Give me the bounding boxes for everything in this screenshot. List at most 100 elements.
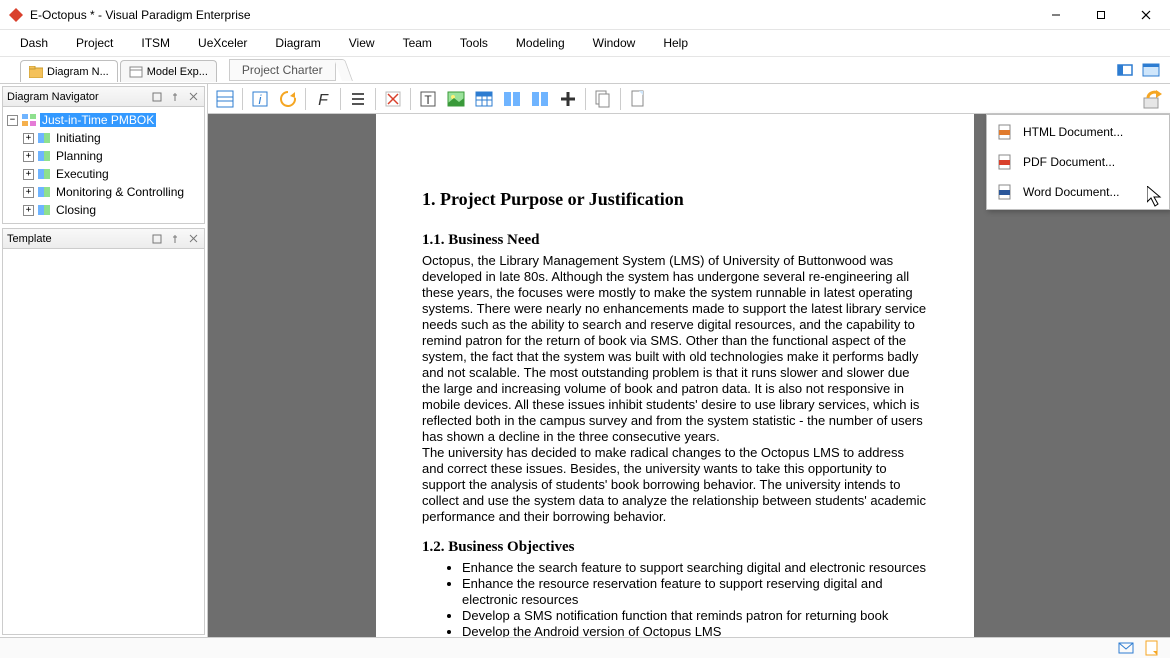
diagram-navigator-panel: Diagram Navigator − Just-in-Time PMBOK: [2, 86, 205, 224]
menu-diagram[interactable]: Diagram: [261, 32, 334, 54]
menu-project[interactable]: Project: [62, 32, 127, 54]
menubar: DashProjectITSMUeXcelerDiagramViewTeamTo…: [0, 30, 1170, 57]
panel-close-icon[interactable]: [186, 232, 200, 246]
doc-bullet-item: Develop a SMS notification function that…: [462, 608, 928, 624]
tree-expander-icon[interactable]: +: [23, 187, 34, 198]
panel-pin-icon[interactable]: [168, 90, 182, 104]
panel-tab-label: Model Exp...: [147, 66, 208, 78]
panel-tab-model-explorer[interactable]: Model Exp...: [120, 60, 217, 82]
menu-team[interactable]: Team: [389, 32, 446, 54]
panel-menu-icon[interactable]: [150, 232, 164, 246]
export-menu-item[interactable]: Word Document...: [989, 177, 1167, 207]
export-menu-popup: HTML Document... PDF Document... Word Docu…: [986, 114, 1170, 210]
doc-type-icon: [997, 154, 1013, 170]
doc-type-icon: [997, 124, 1013, 140]
tree-node-icon: [38, 169, 50, 179]
tree-node[interactable]: + Executing: [23, 165, 202, 183]
insert-row-button[interactable]: [555, 86, 581, 112]
tree-expander-icon[interactable]: −: [7, 115, 18, 126]
new-page-button[interactable]: [625, 86, 651, 112]
panel-pin-icon[interactable]: [168, 232, 182, 246]
export-menu-item[interactable]: HTML Document...: [989, 117, 1167, 147]
main-area: i F T HTML Document... PDF Document... Wor…: [208, 84, 1170, 637]
tree-node[interactable]: + Initiating: [23, 129, 202, 147]
clear-format-button[interactable]: [380, 86, 406, 112]
doc-paragraph: The university has decided to make radic…: [422, 445, 928, 525]
tree-root-node[interactable]: − Just-in-Time PMBOK: [7, 111, 202, 129]
table-button[interactable]: [471, 86, 497, 112]
tree-node-label: Planning: [54, 149, 105, 163]
menu-help[interactable]: Help: [649, 32, 702, 54]
left-sidebar: Diagram Navigator − Just-in-Time PMBOK: [0, 84, 208, 637]
diagram-tree: − Just-in-Time PMBOK + Initiating + Plannin…: [3, 107, 204, 223]
tree-expander-icon[interactable]: +: [23, 205, 34, 216]
tree-expander-icon[interactable]: +: [23, 169, 34, 180]
tree-node-label: Just-in-Time PMBOK: [40, 113, 156, 127]
tree-node-icon: [38, 205, 50, 215]
properties-button[interactable]: [212, 86, 238, 112]
merge-left-button[interactable]: [499, 86, 525, 112]
panel-menu-icon[interactable]: [150, 90, 164, 104]
merge-right-button[interactable]: [527, 86, 553, 112]
menu-view[interactable]: View: [335, 32, 389, 54]
titlebar: E-Octopus * - Visual Paradigm Enterprise: [0, 0, 1170, 30]
statusbar: [0, 637, 1170, 658]
svg-text:i: i: [259, 92, 263, 107]
breadcrumb-row: Diagram N... Model Exp... Project Charte…: [0, 57, 1170, 84]
app-icon: [8, 7, 24, 23]
panel-tab-diagram-navigator[interactable]: Diagram N...: [20, 60, 118, 82]
tree-node-label: Executing: [54, 167, 111, 181]
export-menu-label: PDF Document...: [1023, 155, 1115, 169]
font-button[interactable]: F: [310, 86, 336, 112]
page-break-button[interactable]: [590, 86, 616, 112]
tree-node[interactable]: + Planning: [23, 147, 202, 165]
refresh-button[interactable]: [275, 86, 301, 112]
menu-window[interactable]: Window: [579, 32, 650, 54]
panel-tab-label: Diagram N...: [47, 66, 109, 78]
menu-uexceler[interactable]: UeXceler: [184, 32, 261, 54]
text-button[interactable]: T: [415, 86, 441, 112]
editor-toolbar: i F T: [208, 84, 1170, 114]
breadcrumb-label: Project Charter: [242, 63, 323, 77]
svg-text:T: T: [424, 93, 432, 107]
note-icon[interactable]: [1144, 640, 1160, 656]
tree-node-icon: [38, 187, 50, 197]
info-button[interactable]: i: [247, 86, 273, 112]
tree-expander-icon[interactable]: +: [23, 151, 34, 162]
doc-heading-1: 1. Project Purpose or Justification: [422, 189, 928, 210]
perspective-icon-2[interactable]: [1142, 61, 1160, 79]
svg-text:F: F: [318, 92, 329, 109]
doc-heading-2: 1.2. Business Objectives: [422, 539, 928, 556]
menu-itsm[interactable]: ITSM: [127, 32, 184, 54]
tree-expander-icon[interactable]: +: [23, 133, 34, 144]
doc-bullet-list: Enhance the search feature to support se…: [422, 560, 928, 637]
tree-node-icon: [38, 133, 50, 143]
tree-node-label: Initiating: [54, 131, 103, 145]
menu-dash[interactable]: Dash: [6, 32, 62, 54]
panel-close-icon[interactable]: [186, 90, 200, 104]
export-menu-label: Word Document...: [1023, 185, 1119, 199]
window-maximize-button[interactable]: [1078, 0, 1123, 29]
document-page: 1. Project Purpose or Justification 1.1.…: [376, 114, 974, 637]
export-button[interactable]: [1140, 86, 1166, 112]
breadcrumb[interactable]: Project Charter: [229, 59, 336, 81]
image-button[interactable]: [443, 86, 469, 112]
tree-node[interactable]: + Closing: [23, 201, 202, 219]
tree-node-label: Closing: [54, 203, 98, 217]
doc-bullet-item: Enhance the search feature to support se…: [462, 560, 928, 576]
perspective-icon-1[interactable]: [1116, 61, 1134, 79]
tree-node[interactable]: +Monitoring & Controlling: [23, 183, 202, 201]
mail-icon[interactable]: [1118, 640, 1134, 656]
list-button[interactable]: [345, 86, 371, 112]
template-panel: Template: [2, 228, 205, 635]
doc-bullet-item: Develop the Android version of Octopus L…: [462, 624, 928, 637]
doc-bullet-item: Enhance the resource reservation feature…: [462, 576, 928, 608]
doc-paragraph: Octopus, the Library Management System (…: [422, 253, 928, 445]
window-close-button[interactable]: [1123, 0, 1168, 29]
panel-title: Template: [7, 233, 52, 245]
panel-title: Diagram Navigator: [7, 91, 99, 103]
export-menu-item[interactable]: PDF Document...: [989, 147, 1167, 177]
window-minimize-button[interactable]: [1033, 0, 1078, 29]
menu-modeling[interactable]: Modeling: [502, 32, 579, 54]
menu-tools[interactable]: Tools: [446, 32, 502, 54]
